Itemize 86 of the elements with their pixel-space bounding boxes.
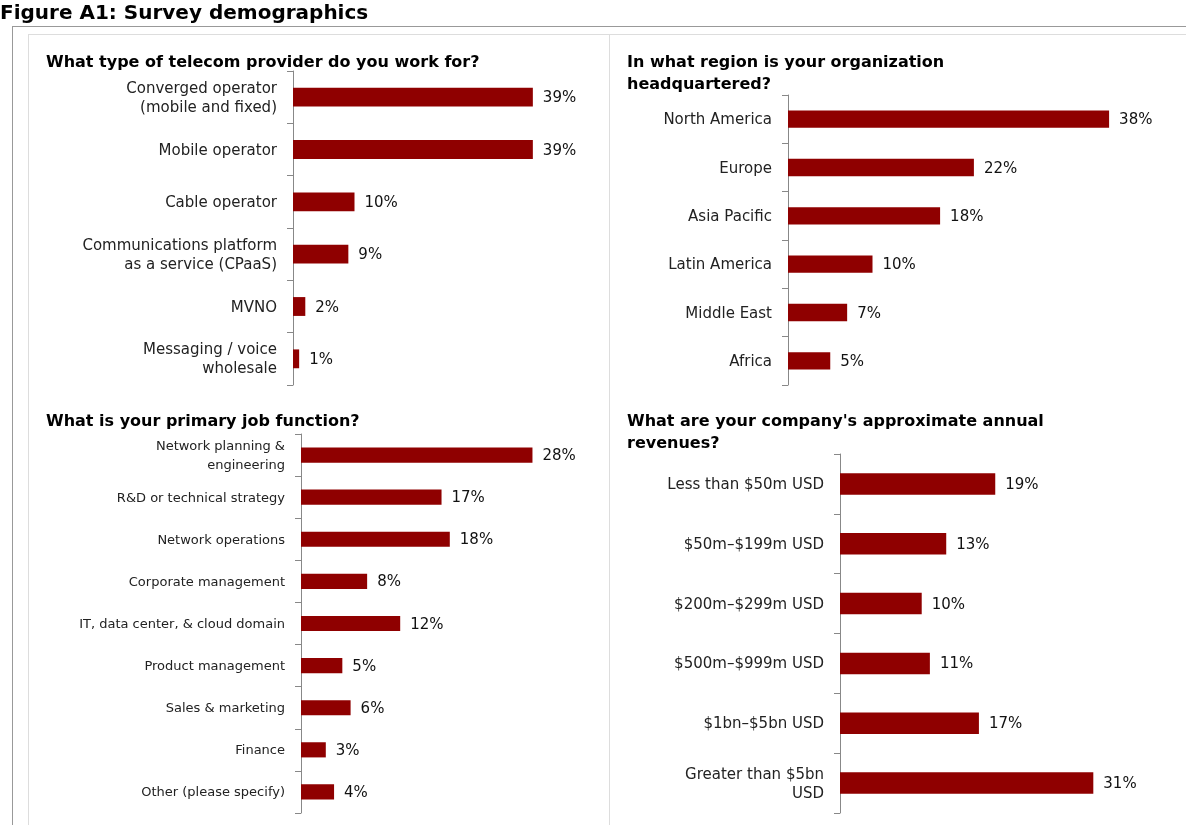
data-label: 17% xyxy=(988,714,1023,733)
bar xyxy=(840,532,947,555)
bar xyxy=(301,447,533,463)
data-label: 10% xyxy=(882,255,916,274)
y-tick-label: Finance xyxy=(235,742,285,758)
data-label: 18% xyxy=(459,530,494,549)
bar xyxy=(293,297,306,316)
y-tick-label: $500m–$999m USD xyxy=(674,654,824,673)
bar xyxy=(788,352,831,370)
y-tick-label: Communications platform as a service (CPaaS) xyxy=(82,235,277,273)
data-label: 2% xyxy=(315,297,340,316)
data-label: 8% xyxy=(377,572,401,591)
y-tick-label: Greater than $5bn USD xyxy=(685,764,824,802)
data-label: 10% xyxy=(364,192,398,211)
y-tick-label: Mobile operator xyxy=(158,140,278,159)
data-label: 17% xyxy=(451,488,485,507)
bar xyxy=(840,592,922,615)
y-tick-label: $1bn–$5bn USD xyxy=(703,714,824,733)
bar xyxy=(293,140,533,159)
bar xyxy=(293,87,533,107)
bar xyxy=(788,158,974,177)
y-tick-label: Europe xyxy=(719,158,772,177)
y-tick-label: Less than $50m USD xyxy=(667,474,824,493)
data-label: 10% xyxy=(931,594,966,613)
bar xyxy=(301,489,442,505)
data-label: 18% xyxy=(950,206,984,225)
bar xyxy=(840,473,996,495)
bar xyxy=(301,742,326,758)
bar xyxy=(301,784,335,800)
bar xyxy=(301,573,368,589)
bar xyxy=(840,652,930,675)
bar xyxy=(301,700,351,716)
bar xyxy=(840,712,979,735)
bar xyxy=(293,349,300,369)
data-label: 31% xyxy=(1103,774,1137,793)
data-label: 12% xyxy=(410,614,444,633)
y-tick-label: Africa xyxy=(729,351,772,370)
bar xyxy=(301,658,343,674)
y-tick-label: Product management xyxy=(144,658,285,674)
data-label: 11% xyxy=(939,654,974,673)
data-label: 28% xyxy=(542,446,576,465)
chart-title: In what region is your organization headquartered? xyxy=(627,51,945,93)
data-label: 13% xyxy=(956,534,990,553)
y-tick-label: $200m–$299m USD xyxy=(674,594,824,613)
bar xyxy=(788,207,941,225)
y-tick-label: Asia Pacific xyxy=(688,206,772,225)
y-tick-label: Sales & marketing xyxy=(165,700,285,716)
bar xyxy=(840,772,1094,794)
y-tick-label: Network planning & engineering xyxy=(155,438,285,473)
data-label: 38% xyxy=(1119,110,1153,129)
data-label: 5% xyxy=(352,656,377,675)
bar xyxy=(301,615,401,632)
bar xyxy=(788,110,1110,128)
chart-title: What are your company's approximate annual revenues? xyxy=(627,410,1044,452)
chart-title: What type of telecom provider do you work for? xyxy=(46,51,480,71)
y-tick-label: Converged operator (mobile and fixed) xyxy=(126,78,278,116)
y-tick-label: R&D or technical strategy xyxy=(116,489,286,505)
y-tick-label: Cable operator xyxy=(165,192,278,211)
data-label: 7% xyxy=(857,303,881,322)
caption: Figure A1: Survey demographics xyxy=(0,0,369,24)
chart-title: What is your primary job function? xyxy=(46,410,360,430)
bar xyxy=(293,192,355,212)
y-tick-label: Other (please specify) xyxy=(141,784,285,800)
bar xyxy=(788,255,873,273)
data-label: 19% xyxy=(1005,474,1039,493)
data-label: 6% xyxy=(360,698,385,717)
data-label: 39% xyxy=(542,140,577,159)
bar xyxy=(293,244,349,264)
data-label: 5% xyxy=(840,351,865,370)
y-tick-label: MVNO xyxy=(230,297,277,316)
data-label: 39% xyxy=(542,88,577,107)
y-tick-label: Messaging / voice wholesale xyxy=(143,340,277,378)
data-label: 9% xyxy=(358,245,383,264)
y-tick-label: IT, data center, & cloud domain xyxy=(79,616,285,631)
data-label: 1% xyxy=(309,349,333,368)
y-tick-label: North America xyxy=(663,110,772,129)
data-label: 4% xyxy=(344,782,368,801)
y-tick-label: Corporate management xyxy=(128,573,285,589)
data-label: 22% xyxy=(983,158,1018,177)
y-tick-label: $50m–$199m USD xyxy=(683,534,824,553)
y-tick-label: Network operations xyxy=(157,531,286,547)
y-tick-label: Middle East xyxy=(685,303,773,322)
bar xyxy=(788,303,848,322)
bar xyxy=(301,531,450,547)
y-tick-label: Latin America xyxy=(668,255,772,274)
data-label: 3% xyxy=(335,740,360,759)
